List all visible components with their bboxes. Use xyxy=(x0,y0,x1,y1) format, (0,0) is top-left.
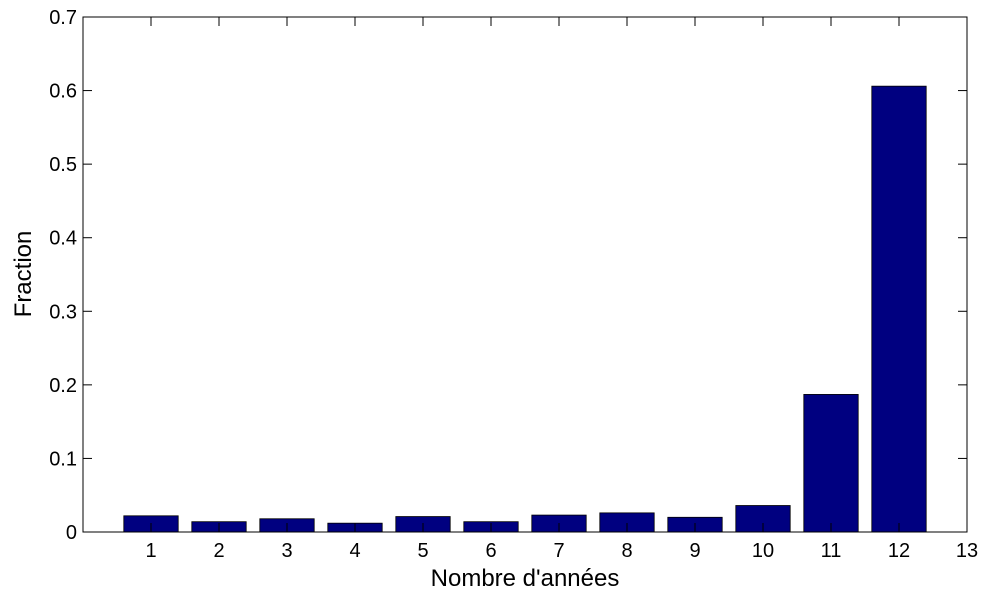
x-tick-label: 4 xyxy=(349,540,360,562)
y-tick-label: 0.3 xyxy=(49,301,77,323)
x-tick-label: 5 xyxy=(417,540,428,562)
y-tick-label: 0 xyxy=(66,522,77,544)
y-tick-label: 0.5 xyxy=(49,154,77,176)
x-tick-label: 12 xyxy=(888,540,910,562)
x-tick-label: 2 xyxy=(213,540,224,562)
x-tick-label: 1 xyxy=(145,540,156,562)
x-tick-label: 10 xyxy=(752,540,774,562)
x-tick-label: 11 xyxy=(821,540,842,562)
bar-11 xyxy=(803,394,859,533)
y-tick-label: 0.7 xyxy=(49,7,77,29)
y-tick-label: 0.2 xyxy=(49,375,77,397)
x-tick-label: 6 xyxy=(485,540,496,562)
x-tick-label: 8 xyxy=(621,540,632,562)
x-tick-label: 13 xyxy=(956,540,978,562)
x-tick-label: 9 xyxy=(689,540,700,562)
x-axis-label: Nombre d'années xyxy=(431,565,620,592)
bar-12 xyxy=(871,85,927,533)
axes-group xyxy=(82,16,968,533)
plot-frame xyxy=(82,16,968,533)
bars-group xyxy=(123,85,927,533)
x-tick-label: 7 xyxy=(553,540,564,562)
y-tick-label: 0.4 xyxy=(49,228,77,250)
y-tick-label: 0.6 xyxy=(49,81,77,103)
x-tick-label: 3 xyxy=(281,540,292,562)
y-axis-label: Fraction xyxy=(10,231,37,318)
y-tick-label: 0.1 xyxy=(49,448,77,470)
